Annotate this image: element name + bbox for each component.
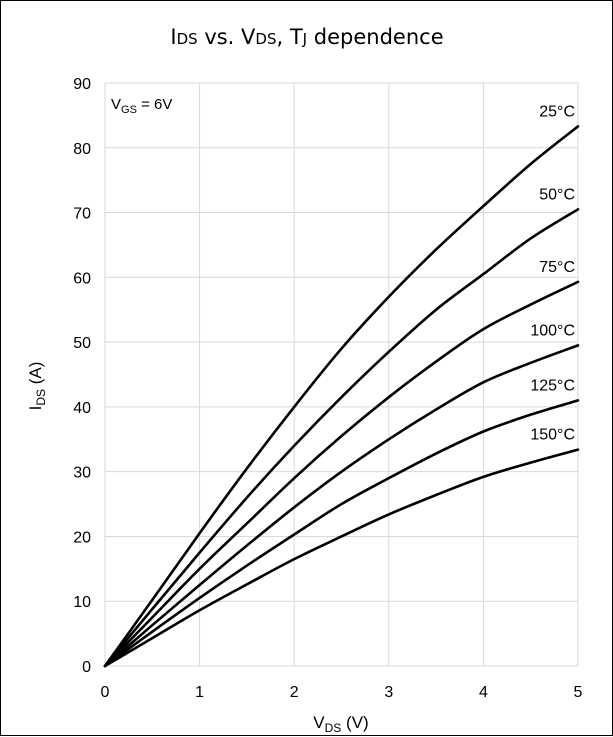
series-label-4: 125°C [530, 377, 575, 394]
tick-labels: 0 10 20 30 40 50 60 70 80 90 0 1 2 3 4 5 [73, 76, 582, 701]
series-line-5 [103, 448, 580, 668]
y-tick-label-7: 70 [73, 206, 91, 223]
y-tick-label-0: 0 [82, 659, 91, 676]
x-tick-label-5: 5 [574, 684, 583, 701]
series-curves [103, 125, 580, 668]
series-labels: 25°C 50°C 75°C 100°C 125°C 150°C [530, 103, 575, 443]
x-tick-label-4: 4 [479, 684, 488, 701]
y-tick-label-9: 90 [73, 76, 91, 93]
y-tick-label-1: 10 [73, 594, 91, 611]
series-label-0: 25°C [539, 103, 575, 120]
series-label-2: 75°C [539, 259, 575, 276]
x-axis-label: VDS (V) [313, 713, 368, 735]
y-tick-label-3: 30 [73, 465, 91, 482]
x-tick-label-1: 1 [195, 684, 204, 701]
y-tick-label-4: 40 [73, 400, 91, 417]
vgs-annotation: VGS = 6V [111, 96, 172, 116]
y-tick-label-6: 60 [73, 270, 91, 287]
gridlines [104, 82, 579, 667]
y-tick-label-5: 50 [73, 335, 91, 352]
series-label-1: 50°C [539, 186, 575, 203]
series-line-3 [103, 344, 580, 668]
x-tick-label-0: 0 [101, 684, 110, 701]
chart-title: IDS vs. VDS, TJ dependence [170, 25, 443, 49]
series-line-2 [103, 280, 580, 668]
y-tick-label-8: 80 [73, 141, 91, 158]
x-tick-label-3: 3 [384, 684, 393, 701]
series-label-3: 100°C [530, 322, 575, 339]
y-tick-label-2: 20 [73, 529, 91, 546]
series-label-5: 150°C [530, 427, 575, 444]
series-line-1 [103, 208, 580, 668]
x-tick-label-2: 2 [290, 684, 299, 701]
y-axis-label: IDS (A) [26, 362, 48, 411]
series-line-4 [103, 399, 580, 668]
series-line-0 [103, 125, 580, 668]
